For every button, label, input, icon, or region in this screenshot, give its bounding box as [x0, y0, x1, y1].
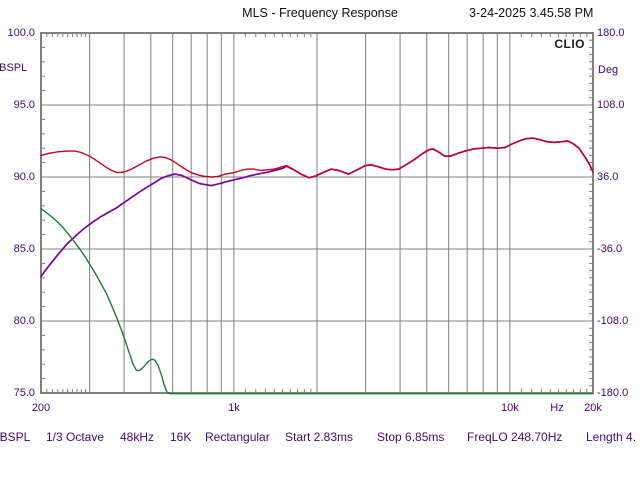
x-axis-labels: 200 1k 10k 20k Hz [0, 402, 640, 416]
status-item: dBSPL [0, 430, 31, 444]
y-left-tick-label: 75.0 [13, 387, 35, 399]
x-tick-label: 200 [31, 402, 51, 414]
y-axis-left-labels: 100.0 95.0 90.0 85.0 80.0 75.0 [0, 0, 37, 480]
summed-response-red-curve [40, 137, 594, 179]
y-left-tick-label: 95.0 [13, 99, 35, 111]
status-item: Start 2.83ms [285, 430, 354, 444]
x-axis-unit: Hz [550, 402, 564, 414]
status-item: FreqLO 248.70Hz [467, 430, 563, 444]
status-item: Length 4. [586, 430, 637, 444]
status-item: 16K [170, 430, 192, 444]
timestamp: 3-24-2025 3.45.58 PM [469, 6, 594, 20]
app-title: MLS - Frequency Response [242, 6, 398, 20]
y-left-tick-label: 100.0 [7, 27, 35, 39]
y-right-tick-label: -180.0 [597, 387, 629, 399]
lowpass-response-green-curve [40, 207, 594, 395]
y-left-tick-label: 80.0 [13, 315, 35, 327]
y-right-tick-label: 36.0 [597, 171, 619, 183]
y-left-tick-label: 85.0 [13, 243, 35, 255]
x-tick-label: 10k [501, 402, 519, 414]
y-right-tick-label: -36.0 [597, 243, 623, 255]
status-item: Rectangular [205, 430, 270, 444]
measurement-status-bar: dBSPL 1/3 Octave 48kHz 16K Rectangular Start … [0, 430, 640, 446]
y-right-tick-label: 180.0 [597, 27, 625, 39]
y-axis-left-unit: dBSPL [0, 62, 28, 74]
y-right-tick-label: -108.0 [597, 315, 629, 327]
status-item: 1/3 Octave [46, 430, 105, 444]
y-axis-right-labels: 180.0 108.0 36.0 -36.0 -108.0 -180.0 [597, 0, 640, 480]
x-tick-label: 20k [584, 402, 602, 414]
status-item: Stop 6.85ms [377, 430, 445, 444]
y-left-tick-label: 90.0 [13, 171, 35, 183]
x-tick-label: 1k [228, 402, 240, 414]
y-axis-right-unit: Deg [598, 64, 619, 76]
status-item: 48kHz [120, 430, 155, 444]
y-right-tick-label: 108.0 [597, 99, 625, 111]
clio-logo: CLIO [554, 37, 585, 51]
